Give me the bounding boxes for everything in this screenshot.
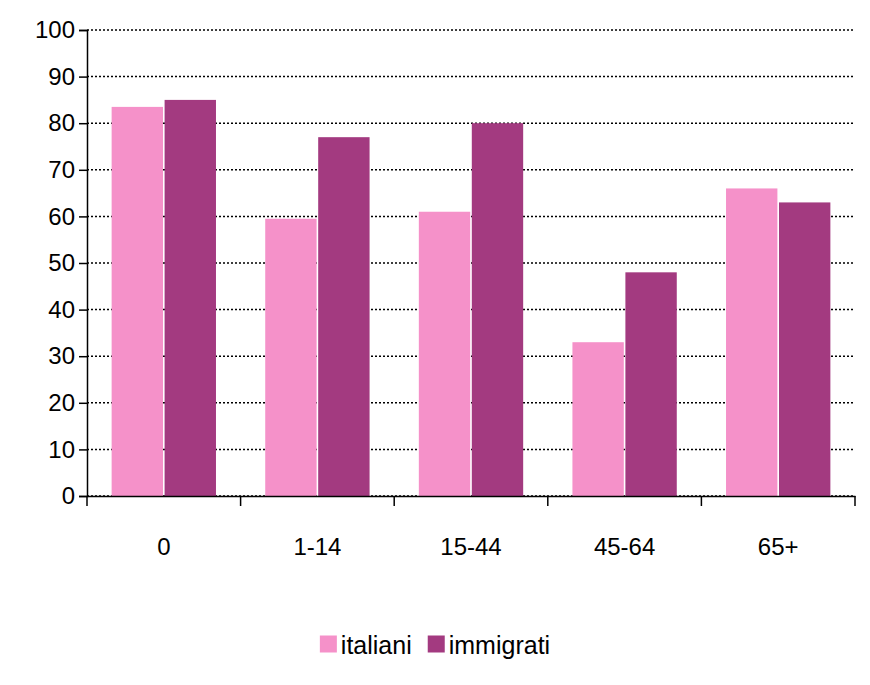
y-tick-mark xyxy=(79,403,87,405)
bar xyxy=(779,202,830,496)
x-tick-label: 1-14 xyxy=(293,533,341,560)
legend-swatch xyxy=(320,636,337,653)
y-tick: 20 xyxy=(48,389,87,416)
x-tick-label: 15-44 xyxy=(440,533,501,560)
x-separators xyxy=(87,496,855,506)
y-tick-mark xyxy=(79,170,87,172)
y-tick: 90 xyxy=(48,63,87,90)
x-tick: 65+ xyxy=(758,496,799,560)
x-tick: 0 xyxy=(157,496,170,560)
bar xyxy=(472,123,523,496)
y-tick: 30 xyxy=(48,342,87,369)
y-tick-mark xyxy=(79,309,87,311)
y-tick-mark xyxy=(79,356,87,358)
y-axis: 0 10 20 30 40 50 60 70 80 90 100 xyxy=(35,16,88,509)
y-tick: 50 xyxy=(48,249,87,276)
bar xyxy=(572,342,623,496)
legend: italiani immigrati xyxy=(320,631,550,659)
y-tick-label: 80 xyxy=(48,109,75,136)
legend-label: italiani xyxy=(341,631,412,659)
y-tick: 40 xyxy=(48,296,87,323)
chart: 0 10 20 30 40 50 60 70 80 90 100 0 1-14 15-44 45-64 65+… xyxy=(0,0,870,685)
y-tick: 70 xyxy=(48,156,87,183)
y-tick-mark xyxy=(79,496,87,498)
y-axis-line xyxy=(79,31,88,497)
x-tick: 1-14 xyxy=(293,496,341,560)
bar xyxy=(726,188,777,496)
x-separator xyxy=(854,496,856,506)
bar xyxy=(165,100,216,496)
y-tick-label: 20 xyxy=(48,389,75,416)
y-tick-mark xyxy=(79,123,87,125)
y-tick: 80 xyxy=(48,109,87,136)
x-separator xyxy=(240,496,242,506)
legend-swatch xyxy=(428,636,445,653)
legend-item: italiani xyxy=(320,631,412,659)
y-tick-mark xyxy=(79,263,87,265)
y-tick-label: 10 xyxy=(48,436,75,463)
bar xyxy=(265,219,316,496)
x-tick-label: 45-64 xyxy=(594,533,655,560)
y-tick-label: 100 xyxy=(35,16,75,43)
x-separator xyxy=(86,496,88,506)
bars xyxy=(112,100,831,496)
y-tick-label: 0 xyxy=(62,482,75,509)
y-tick-mark xyxy=(79,30,87,32)
grid-line xyxy=(87,29,855,31)
bar xyxy=(419,212,470,496)
y-tick-label: 60 xyxy=(48,203,75,230)
y-tick-label: 40 xyxy=(48,296,75,323)
plot: 0 10 20 30 40 50 60 70 80 90 100 0 1-14 15-44 45-64 65+ xyxy=(35,16,856,560)
y-tick-label: 30 xyxy=(48,342,75,369)
x-tick: 15-44 xyxy=(440,496,501,560)
y-tick-mark xyxy=(79,76,87,78)
y-tick: 100 xyxy=(35,16,87,43)
bar xyxy=(112,107,163,496)
y-tick-mark xyxy=(79,216,87,218)
x-separator xyxy=(701,496,703,506)
y-tick: 0 xyxy=(62,482,87,509)
x-tick-label: 0 xyxy=(157,533,170,560)
bar xyxy=(318,137,369,496)
y-tick-label: 90 xyxy=(48,63,75,90)
grid-line xyxy=(87,76,855,78)
y-tick: 10 xyxy=(48,436,87,463)
legend-item: immigrati xyxy=(428,631,550,659)
x-separator xyxy=(547,496,549,506)
x-separator xyxy=(393,496,395,506)
x-tick-label: 65+ xyxy=(758,533,799,560)
legend-label: immigrati xyxy=(449,631,550,659)
bar xyxy=(625,272,676,496)
x-axis-line xyxy=(88,496,856,498)
x-axis: 0 1-14 15-44 45-64 65+ xyxy=(87,496,856,560)
y-tick-label: 70 xyxy=(48,156,75,183)
y-tick-mark xyxy=(79,449,87,451)
y-tick: 60 xyxy=(48,203,87,230)
grid xyxy=(87,30,855,496)
x-tick: 45-64 xyxy=(594,496,655,560)
y-tick-label: 50 xyxy=(48,249,75,276)
